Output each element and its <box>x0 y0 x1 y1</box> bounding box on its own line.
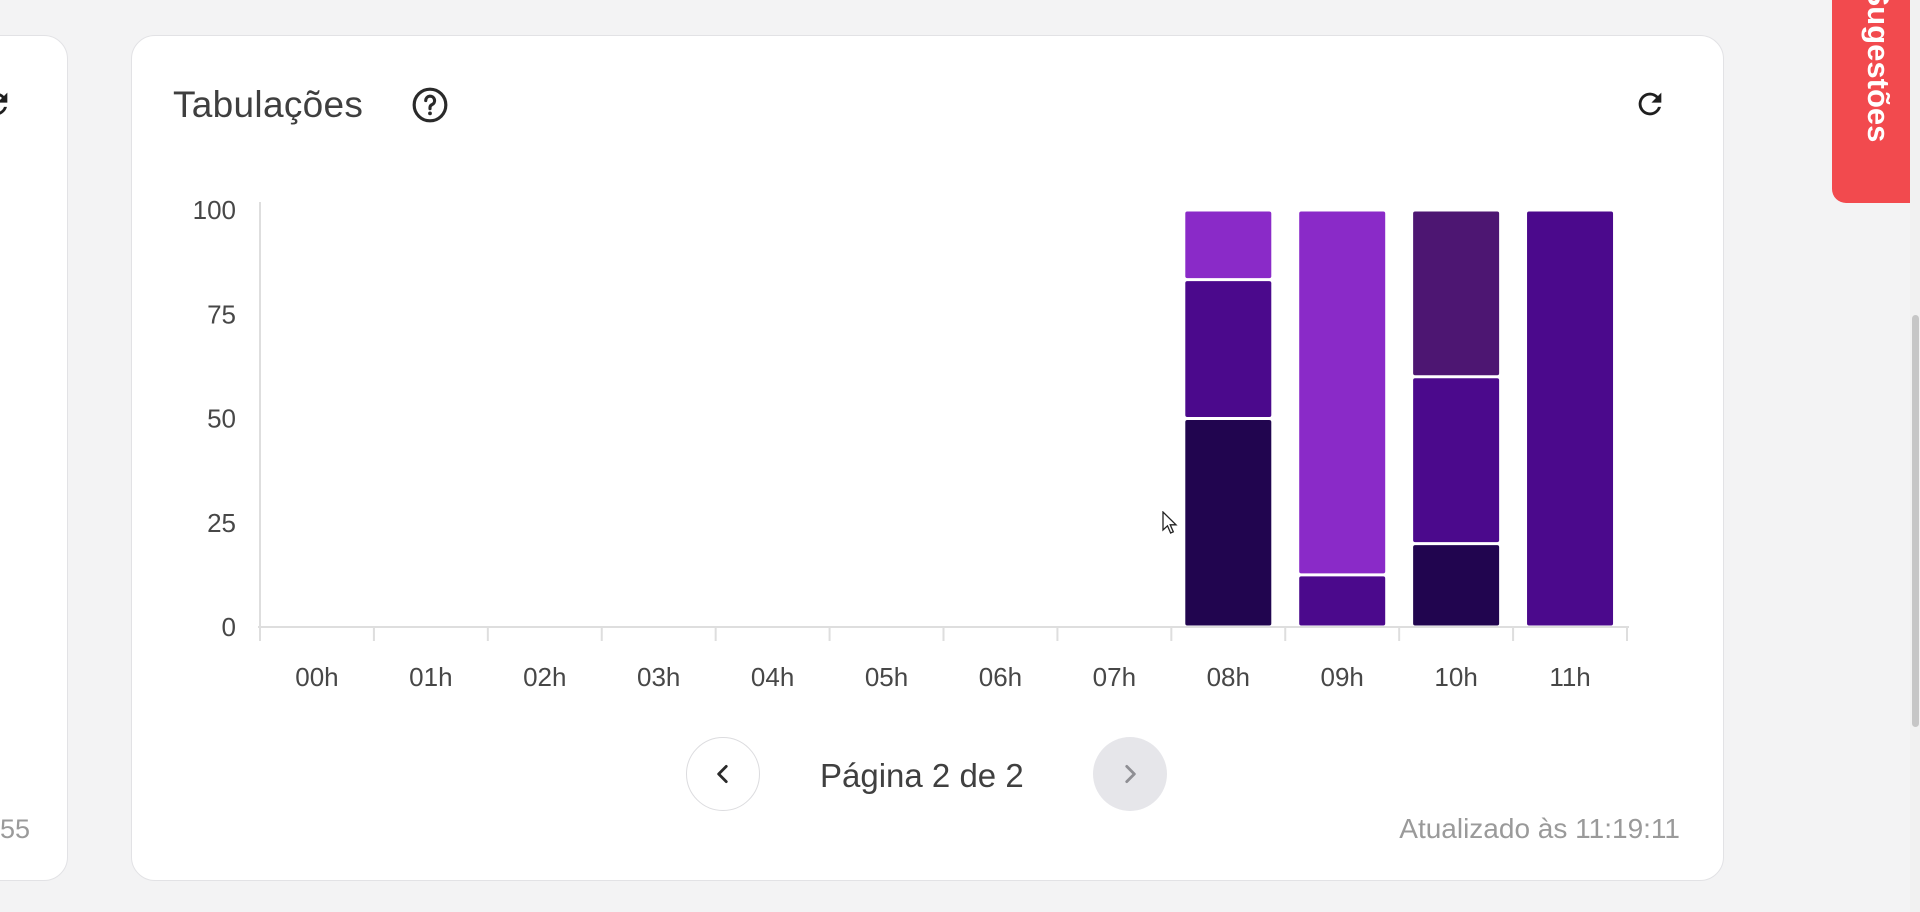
suggestions-tab[interactable]: Sugestões <box>1832 0 1920 203</box>
scrollbar-thumb[interactable] <box>1912 315 1919 727</box>
help-icon[interactable] <box>411 86 449 124</box>
bars <box>1185 211 1614 626</box>
x-tick-label: 08h <box>1207 662 1250 692</box>
y-tick-label: 25 <box>207 508 236 538</box>
left-card <box>0 35 68 881</box>
bar-segment-10h[interactable] <box>1413 378 1500 543</box>
chevron-right-icon <box>1125 765 1136 783</box>
x-tick-label: 09h <box>1321 662 1364 692</box>
bar-segment-09h[interactable] <box>1299 576 1386 626</box>
updated-timestamp: Atualizado às 11:19:11 <box>1399 813 1680 844</box>
next-page-button[interactable] <box>1093 737 1167 811</box>
bar-segment-10h[interactable] <box>1413 211 1500 376</box>
x-tick-label: 06h <box>979 662 1022 692</box>
y-axis: 0 25 50 75 100 <box>193 195 261 642</box>
previous-page-button[interactable] <box>686 737 760 811</box>
left-card-refresh-icon[interactable] <box>0 86 14 122</box>
bar-segment-08h[interactable] <box>1185 281 1272 417</box>
x-tick-label: 04h <box>751 662 794 692</box>
x-tick-label: 07h <box>1093 662 1136 692</box>
mouse-cursor-icon <box>1162 511 1178 534</box>
chevron-left-icon <box>717 765 728 783</box>
x-tick-label: 10h <box>1434 662 1477 692</box>
y-tick-label: 100 <box>193 195 236 225</box>
bar-segment-10h[interactable] <box>1413 545 1500 626</box>
x-tick-label: 05h <box>865 662 908 692</box>
x-tick-label: 03h <box>637 662 680 692</box>
x-tick-label: 11h <box>1549 662 1590 692</box>
bar-segment-11h[interactable] <box>1527 211 1614 626</box>
suggestions-tab-label: Sugestões <box>1861 0 1896 143</box>
x-tick-label: 01h <box>409 662 452 692</box>
x-tick-label: 02h <box>523 662 566 692</box>
refresh-icon[interactable] <box>1632 86 1668 122</box>
y-tick-label: 0 <box>222 612 236 642</box>
x-tick-label: 00h <box>295 662 338 692</box>
page-indicator: Página 2 de 2 <box>820 757 1024 794</box>
bar-segment-08h[interactable] <box>1185 211 1272 279</box>
x-axis: 00h 01h 02h 03h 04h 05h 06h 07h 08h 09h 10h 11h <box>258 626 1629 692</box>
y-tick-label: 75 <box>207 299 236 329</box>
y-tick-label: 50 <box>207 404 236 434</box>
stacked-bar-chart: 0 25 50 75 100 00h 01h 02h 03h 04h 05h 06h 07h 08h 09… <box>193 195 1629 692</box>
card-title: Tabulações <box>173 84 364 125</box>
bar-segment-09h[interactable] <box>1299 211 1386 574</box>
left-card-footer: 55 <box>0 814 31 844</box>
bar-segment-08h[interactable] <box>1185 420 1272 626</box>
